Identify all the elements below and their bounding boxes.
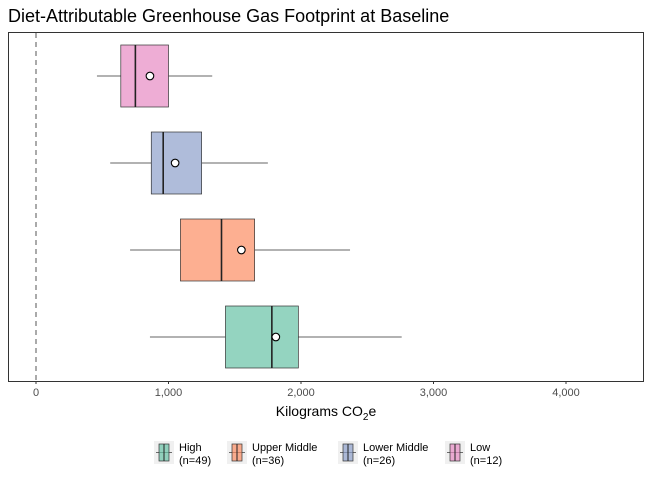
legend-item-upper-middle: Upper Middle(n=36)	[227, 441, 317, 467]
legend-item-lower-middle: Lower Middle(n=26)	[338, 441, 428, 467]
x-axis-title-main: Kilograms CO	[276, 403, 363, 419]
legend-item-low: Low(n=12)	[445, 441, 502, 467]
legend-count: (n=12)	[470, 455, 502, 467]
mean-point-upper-middle	[237, 245, 246, 255]
legend-count: (n=36)	[252, 455, 284, 467]
legend-label: High	[179, 442, 202, 454]
iqr-box-low	[120, 44, 169, 108]
mean-point-high	[271, 332, 281, 342]
x-axis-title: Kilograms CO2e	[276, 403, 377, 423]
x-tick-label: 1,000	[155, 387, 183, 399]
x-tick-label: 4,000	[552, 387, 580, 399]
iqr-box-high	[225, 305, 299, 369]
legend-item-high: High(n=49)	[154, 441, 211, 467]
mean-point-lower-middle	[170, 158, 180, 168]
x-axis-title-subscript: 2	[363, 412, 369, 423]
legend: High(n=49) Upper Middle(n=36) Lower Middle…	[154, 441, 502, 467]
box-lower-middle	[110, 131, 268, 195]
mean-point-low	[145, 71, 155, 81]
x-axis-title-tail: e	[368, 403, 376, 419]
legend-label: Lower Middle	[363, 442, 428, 454]
box-low	[96, 44, 213, 108]
x-axis-ticks: 0 1,000 2,000 3,000 4,000	[33, 381, 580, 399]
plot-panel	[8, 32, 644, 382]
x-tick-label: 3,000	[420, 387, 448, 399]
legend-count: (n=49)	[179, 455, 211, 467]
legend-label: Low	[470, 442, 490, 454]
legend-count: (n=26)	[363, 455, 395, 467]
box-upper-middle	[130, 218, 351, 282]
legend-label: Upper Middle	[252, 442, 317, 454]
box-high	[149, 305, 402, 369]
x-tick-label: 0	[33, 387, 39, 399]
chart-title: Diet-Attributable Greenhouse Gas Footpri…	[8, 6, 449, 26]
plot-layer	[35, 33, 402, 381]
x-tick-label: 2,000	[287, 387, 315, 399]
